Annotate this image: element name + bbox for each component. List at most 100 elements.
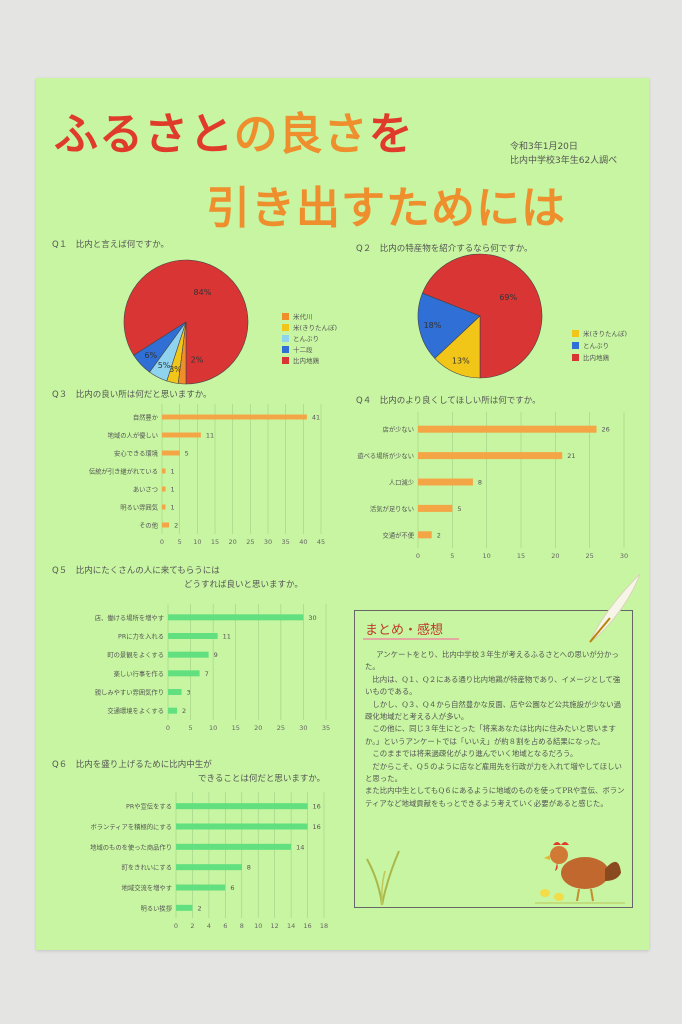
summary-title-underline xyxy=(363,638,459,640)
summary-paragraph: しかし、Q３、Q４から自然豊かな反面、店や公園など公共施設が少ない過疎化地域だと… xyxy=(365,699,622,722)
title-part-1: ふるさと xyxy=(54,109,234,160)
x-tick-label: 0 xyxy=(160,538,164,546)
bar xyxy=(176,884,226,891)
data-label: 2 xyxy=(437,531,441,539)
legend-swatch xyxy=(282,335,289,342)
x-tick-label: 10 xyxy=(209,724,217,732)
bar xyxy=(162,432,201,438)
bar xyxy=(162,486,166,492)
category-label: 町をきれいにする xyxy=(122,864,172,872)
summary-paragraph: また比内中生としてもQ６にあるように地域のものを使ってPRや宣伝、ボランティアな… xyxy=(365,786,625,808)
summary-paragraph: このままでは将来過疎化がより進んでいく地域となるだろう。 xyxy=(372,749,578,759)
data-label: 26 xyxy=(602,426,610,434)
bar xyxy=(162,504,166,510)
x-tick-label: 20 xyxy=(551,552,559,560)
bar xyxy=(418,425,597,433)
legend-swatch xyxy=(282,313,289,320)
bar xyxy=(168,633,218,639)
q3-title: Q３ 比内の良い所は何だと思いますか。 xyxy=(52,390,212,400)
data-label: 11 xyxy=(206,432,214,440)
pie-slice-label: 18% xyxy=(424,321,442,330)
x-tick-label: 10 xyxy=(483,552,491,560)
x-tick-label: 2 xyxy=(190,922,194,930)
category-label: 明るい挨拶 xyxy=(141,903,173,912)
x-tick-label: 40 xyxy=(299,538,307,546)
summary-paragraph: アンケートをとり、比内中学校３年生が考えるふるさとへの思いが分かった。 xyxy=(365,650,619,672)
data-label: 3 xyxy=(187,689,191,697)
bar xyxy=(162,522,170,528)
legend-label: とんぶり xyxy=(583,342,609,350)
x-tick-label: 45 xyxy=(317,538,325,546)
category-label: ボランティアを積極的にする xyxy=(90,822,172,831)
legend-label: 比内地鶏 xyxy=(293,356,320,365)
pie-slice xyxy=(177,321,187,385)
x-tick-label: 5 xyxy=(450,552,454,560)
bar xyxy=(418,531,432,539)
x-tick-label: 8 xyxy=(240,922,244,930)
x-tick-label: 30 xyxy=(620,552,628,560)
survey-date: 令和3年1月20日 xyxy=(510,142,578,152)
summary-paragraph: だからこそ、Q５のように店など雇用先を行政が力を入れて増やしてほしいと思った。 xyxy=(365,761,622,784)
bar xyxy=(418,504,453,512)
bar xyxy=(168,689,182,695)
data-label: 16 xyxy=(313,803,321,811)
legend-label: 十二段 xyxy=(293,345,313,354)
x-tick-label: 15 xyxy=(211,538,219,546)
data-label: 2 xyxy=(174,522,178,530)
bar xyxy=(176,864,242,871)
x-tick-label: 12 xyxy=(271,922,279,930)
pie-slice-label: 84% xyxy=(194,288,212,297)
data-label: 5 xyxy=(457,505,461,513)
pie-slice xyxy=(417,292,481,359)
x-tick-label: 10 xyxy=(254,922,262,930)
summary-box: まとめ・感想 アンケートをとり、比内中学校３年生が考えるふるさとへの思いが分かっ… xyxy=(354,610,633,908)
title-line-2: 引き出すためには xyxy=(206,183,566,234)
x-tick-label: 25 xyxy=(586,552,594,560)
grass-illustration xyxy=(366,850,400,906)
x-tick-label: 30 xyxy=(264,538,272,546)
category-label: 交通環境をよくする xyxy=(107,706,164,715)
legend-swatch xyxy=(282,346,289,353)
data-label: 5 xyxy=(185,450,189,458)
legend-swatch xyxy=(572,330,579,337)
legend-swatch xyxy=(282,324,289,331)
bar xyxy=(418,452,563,460)
category-label: 活気が足りない xyxy=(370,504,414,513)
x-tick-label: 15 xyxy=(517,552,525,560)
data-label: 1 xyxy=(171,486,175,494)
category-label: 地域交流を増やす xyxy=(122,883,172,892)
q2-title: Q２ 比内の特産物を紹介するなら何ですか。 xyxy=(356,244,533,254)
title-line-1: ふるさとの良さを xyxy=(54,98,414,162)
category-label: 安心できる環境 xyxy=(114,449,158,458)
category-label: 明るい雰囲気 xyxy=(120,503,158,512)
bar xyxy=(168,670,200,677)
data-label: 8 xyxy=(478,479,482,487)
category-label: 地域のものを使った商品作り xyxy=(90,842,172,851)
bar xyxy=(176,904,193,911)
x-tick-label: 6 xyxy=(223,922,227,930)
data-label: 30 xyxy=(308,614,316,622)
category-label: 店、働ける場所を増やす xyxy=(95,613,164,622)
x-tick-label: 25 xyxy=(277,724,285,732)
x-tick-label: 5 xyxy=(189,724,193,732)
data-label: 2 xyxy=(197,904,201,912)
x-tick-label: 0 xyxy=(166,724,170,732)
category-label: その他 xyxy=(139,521,159,530)
category-label: 遊べる場所が少ない xyxy=(357,451,414,460)
pie-slice-label: 2% xyxy=(191,355,204,364)
summary-paragraph: 比内は、Q１、Q２にある通り比内地鶏が特産物であり、イメージとして強いものである… xyxy=(365,674,621,697)
legend-label: 米(きりたんぽ) xyxy=(293,323,337,332)
x-tick-label: 35 xyxy=(282,538,290,546)
title-part-3: を xyxy=(368,109,414,160)
bar xyxy=(418,478,473,486)
q5-title-2: どうすれば良いと思いますか。 xyxy=(184,580,303,590)
x-tick-label: 18 xyxy=(320,922,328,930)
category-label: 伝統が引き継がれている xyxy=(89,467,158,476)
bar xyxy=(168,651,209,658)
x-tick-label: 15 xyxy=(232,724,240,732)
summary-title: まとめ・感想 xyxy=(365,623,444,638)
x-tick-label: 30 xyxy=(299,724,307,732)
q6-bar-chart: 0 2 4 6 8 10 12 14 16 18 PRや宣伝をする 16 ボランティアを積極的にする 16… xyxy=(90,792,328,930)
